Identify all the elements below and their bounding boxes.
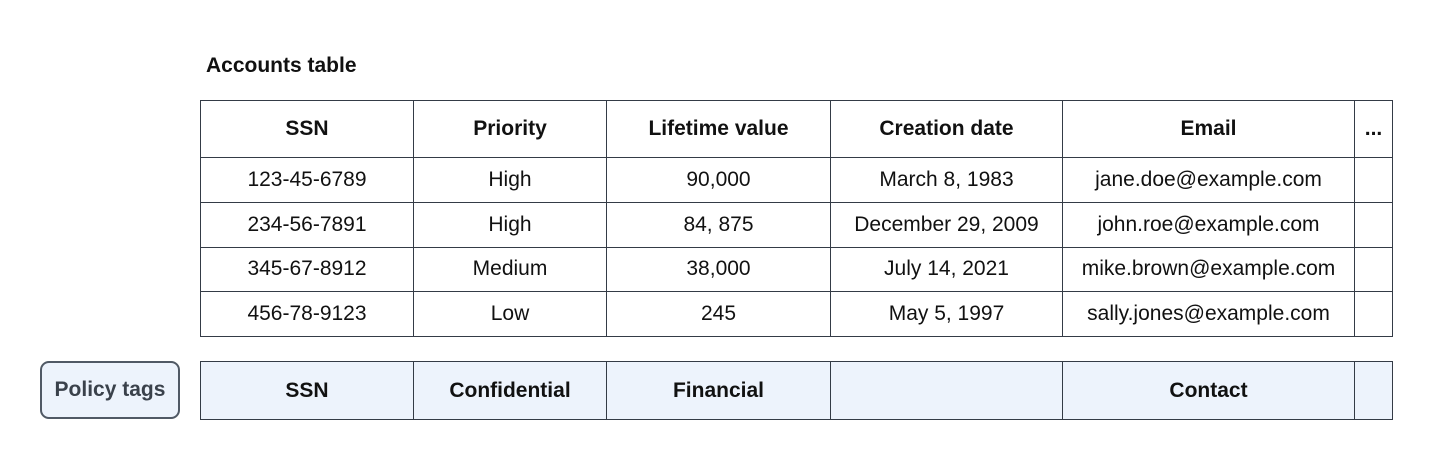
accounts-table: SSN Priority Lifetime value Creation date Em…: [200, 100, 1393, 337]
column-header: SSN: [200, 100, 414, 158]
table-cell: July 14, 2021: [830, 246, 1063, 293]
column-header: Creation date: [830, 100, 1063, 158]
table-row: 234-56-7891 High 84, 875 December 29, 2009 j…: [200, 201, 1393, 248]
column-header: Email: [1062, 100, 1355, 158]
policy-tags-row: SSN Confidential Financial Contact: [200, 361, 1393, 420]
accounts-table-header-row: SSN Priority Lifetime value Creation date Em…: [200, 100, 1393, 158]
policy-tags-button[interactable]: Policy tags: [40, 361, 180, 419]
column-header: Priority: [413, 100, 607, 158]
table-cell: 90,000: [606, 157, 831, 203]
column-header: Lifetime value: [606, 100, 831, 158]
table-cell: [1354, 291, 1393, 337]
accounts-table-body: 123-45-6789 High 90,000 March 8, 1983 jane.d…: [200, 157, 1393, 337]
table-cell: sally.jones@example.com: [1062, 291, 1355, 337]
table-cell: High: [413, 201, 607, 248]
table-cell: john.roe@example.com: [1062, 201, 1355, 248]
table-cell: 84, 875: [606, 201, 831, 248]
policy-tag-cell: [1354, 361, 1393, 420]
table-cell: mike.brown@example.com: [1062, 246, 1355, 293]
table-cell: [1354, 157, 1393, 203]
accounts-table-title: Accounts table: [206, 54, 357, 77]
table-cell: December 29, 2009: [830, 201, 1063, 248]
table-cell: 123-45-6789: [200, 157, 414, 203]
table-cell: [1354, 246, 1393, 293]
policy-tag-cell: Financial: [606, 361, 831, 420]
policy-tag-cell: [830, 361, 1063, 420]
more-columns-header: ...: [1354, 100, 1393, 158]
table-cell: High: [413, 157, 607, 203]
table-cell: Medium: [413, 246, 607, 293]
table-cell: May 5, 1997: [830, 291, 1063, 337]
table-cell: 38,000: [606, 246, 831, 293]
table-cell: 345-67-8912: [200, 246, 414, 293]
table-row: 456-78-9123 Low 245 May 5, 1997 sally.jones@…: [200, 291, 1393, 337]
policy-tags-table: SSN Confidential Financial Contact: [200, 361, 1393, 420]
table-row: 123-45-6789 High 90,000 March 8, 1983 jane.d…: [200, 157, 1393, 203]
policy-tag-cell: Confidential: [413, 361, 607, 420]
table-cell: March 8, 1983: [830, 157, 1063, 203]
table-cell: jane.doe@example.com: [1062, 157, 1355, 203]
table-cell: 245: [606, 291, 831, 337]
table-cell: [1354, 201, 1393, 248]
table-cell: 456-78-9123: [200, 291, 414, 337]
table-row: 345-67-8912 Medium 38,000 July 14, 2021 mike…: [200, 246, 1393, 293]
policy-tag-cell: SSN: [200, 361, 414, 420]
table-cell: 234-56-7891: [200, 201, 414, 248]
policy-tag-cell: Contact: [1062, 361, 1355, 420]
table-cell: Low: [413, 291, 607, 337]
